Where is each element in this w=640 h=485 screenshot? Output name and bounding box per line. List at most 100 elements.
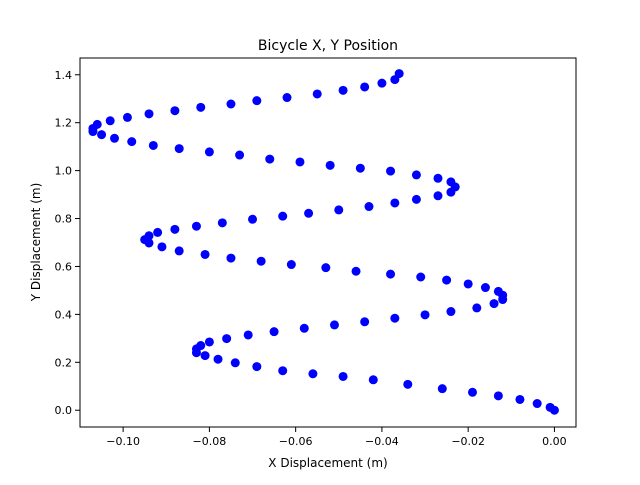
- scatter-point: [278, 211, 288, 221]
- scatter-point: [472, 303, 482, 313]
- scatter-point: [204, 147, 214, 157]
- scatter-point: [334, 205, 344, 215]
- scatter-point: [368, 375, 378, 385]
- scatter-point: [196, 341, 206, 351]
- scatter-point: [308, 369, 318, 379]
- scatter-point: [157, 242, 167, 252]
- scatter-point: [390, 313, 400, 323]
- scatter-point: [235, 150, 245, 160]
- scatter-point: [144, 231, 154, 241]
- y-tick-label: 1.2: [55, 117, 73, 130]
- scatter-point: [386, 269, 396, 279]
- scatter-point: [442, 275, 452, 285]
- scatter-point: [110, 133, 120, 143]
- x-axis-label: X Displacement (m): [268, 456, 387, 470]
- scatter-point: [403, 379, 413, 389]
- scatter-point: [265, 154, 275, 164]
- x-tick-label: −0.04: [365, 435, 399, 448]
- scatter-point: [153, 227, 163, 237]
- scatter-point: [364, 202, 374, 212]
- scatter-point: [191, 221, 201, 231]
- x-tick-label: −0.08: [193, 435, 227, 448]
- scatter-point: [174, 144, 184, 154]
- scatter-point: [325, 160, 335, 170]
- y-tick-label: 0.4: [55, 308, 73, 321]
- scatter-point: [269, 327, 279, 337]
- scatter-point: [252, 362, 262, 372]
- scatter-point: [329, 320, 339, 330]
- scatter-point: [148, 140, 158, 150]
- scatter-point: [355, 163, 365, 173]
- scatter-point: [463, 279, 473, 289]
- scatter-point: [437, 384, 447, 394]
- scatter-point: [170, 224, 180, 234]
- scatter-point: [338, 371, 348, 381]
- scatter-point: [252, 96, 262, 106]
- scatter-point: [127, 137, 137, 147]
- scatter-point: [532, 399, 542, 409]
- y-axis: 0.0 0.2 0.4 0.6 0.8 1.0 1.2 1.4: [55, 69, 80, 417]
- scatter-point: [299, 323, 309, 333]
- y-tick-label: 0.8: [55, 213, 73, 226]
- scatter-point: [226, 253, 236, 263]
- y-tick-label: 0.6: [55, 260, 73, 273]
- scatter-point: [243, 330, 253, 340]
- scatter-series: [88, 69, 559, 415]
- scatter-point: [304, 208, 314, 218]
- scatter-point: [416, 272, 426, 282]
- scatter-point: [248, 214, 258, 224]
- scatter-point: [170, 106, 180, 116]
- scatter-point: [394, 69, 404, 79]
- scatter-point: [213, 354, 223, 364]
- scatter-point: [351, 266, 361, 276]
- chart-marks: [88, 69, 559, 415]
- x-tick-label: −0.10: [106, 435, 140, 448]
- scatter-point: [174, 246, 184, 256]
- scatter-point: [105, 116, 115, 126]
- plot-frame: [79, 57, 577, 428]
- y-tick-label: 1.0: [55, 165, 73, 178]
- scatter-point: [545, 402, 555, 412]
- x-axis: −0.10 −0.08 −0.06 −0.04 −0.02 0.00: [106, 427, 567, 448]
- scatter-point: [411, 194, 421, 204]
- scatter-point: [360, 82, 370, 92]
- scatter-point: [226, 99, 236, 109]
- scatter-point: [200, 249, 210, 259]
- scatter-point: [360, 317, 370, 327]
- scatter-point: [493, 286, 503, 296]
- scatter-point: [282, 93, 292, 103]
- scatter-point: [433, 173, 443, 183]
- scatter-point: [286, 260, 296, 270]
- x-tick-label: −0.02: [451, 435, 485, 448]
- y-tick-label: 1.4: [55, 69, 73, 82]
- scatter-point: [92, 119, 102, 129]
- scatter-point: [278, 366, 288, 376]
- scatter-point: [446, 307, 456, 317]
- y-axis-label: Y Displacement (m): [29, 183, 43, 303]
- scatter-point: [515, 394, 525, 404]
- x-tick-label: −0.06: [279, 435, 313, 448]
- scatter-point: [489, 299, 499, 309]
- scatter-point: [295, 157, 305, 167]
- scatter-point: [446, 177, 456, 187]
- scatter-point: [493, 391, 503, 401]
- scatter-point: [321, 263, 331, 273]
- scatter-point: [312, 89, 322, 99]
- scatter-point: [200, 351, 210, 361]
- scatter-point: [377, 78, 387, 88]
- chart-title: Bicycle X, Y Position: [258, 38, 398, 54]
- scatter-point: [204, 337, 214, 347]
- scatter-point: [230, 358, 240, 368]
- scatter-point: [338, 85, 348, 95]
- scatter-point: [420, 310, 430, 320]
- scatter-point: [144, 109, 154, 119]
- x-tick-label: 0.00: [542, 435, 567, 448]
- scatter-point: [256, 256, 266, 266]
- scatter-point: [433, 191, 443, 201]
- scatter-point: [196, 102, 206, 112]
- scatter-point: [480, 283, 490, 293]
- scatter-point: [467, 387, 477, 397]
